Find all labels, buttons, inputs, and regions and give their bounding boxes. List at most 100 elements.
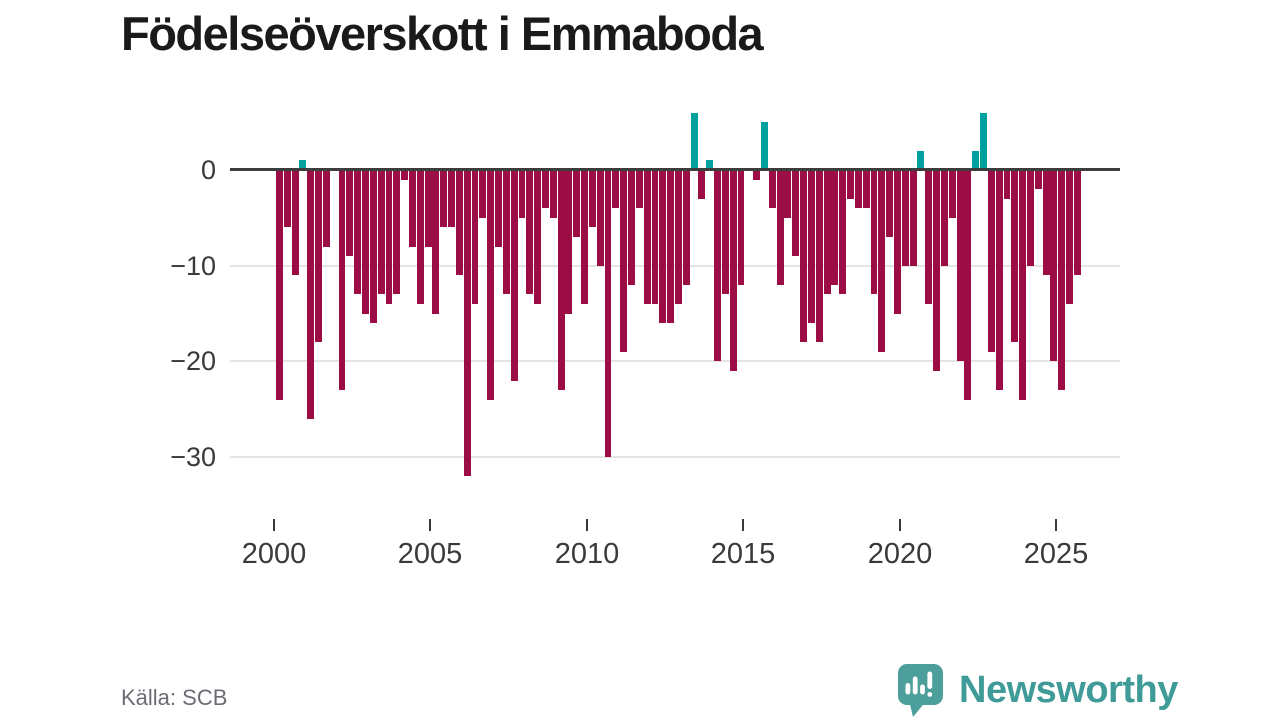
gridline [230, 360, 1120, 363]
bar [706, 160, 713, 170]
x-axis-label: 2005 [397, 538, 463, 570]
bar [1066, 170, 1073, 304]
bar [722, 170, 729, 294]
bar [362, 170, 369, 314]
bar [808, 170, 815, 323]
bar [988, 170, 995, 352]
bar [393, 170, 400, 294]
bar [1004, 170, 1010, 199]
bar [933, 170, 940, 371]
bar [957, 170, 964, 361]
bar [1011, 170, 1018, 342]
x-axis-label: 2020 [867, 538, 933, 570]
bar [1035, 170, 1042, 189]
bar [886, 170, 893, 237]
bar [1043, 170, 1050, 275]
bar [1050, 170, 1057, 361]
bar [378, 170, 385, 294]
x-axis-tick [899, 519, 901, 531]
bar [448, 170, 455, 227]
bar [511, 170, 518, 381]
bar [839, 170, 846, 294]
bar [605, 170, 611, 457]
bar [698, 170, 705, 199]
bar [581, 170, 588, 304]
chart-title: Födelseöverskott i Emmaboda [121, 7, 764, 60]
x-axis-tick [742, 519, 744, 531]
bar [683, 170, 690, 285]
bar [628, 170, 635, 285]
bar [738, 170, 744, 285]
bar [573, 170, 580, 237]
bar [425, 170, 432, 247]
bar [996, 170, 1003, 390]
bar [612, 170, 619, 208]
bar [370, 170, 377, 323]
bar [339, 170, 345, 390]
bar [409, 170, 416, 247]
bar [307, 170, 314, 419]
bar [526, 170, 533, 294]
bar [1074, 170, 1081, 275]
x-axis-label: 2000 [241, 538, 307, 570]
bar [659, 170, 666, 323]
bar [675, 170, 682, 304]
bar [769, 170, 776, 208]
x-axis-tick [273, 519, 275, 531]
bar [534, 170, 541, 304]
newsworthy-logo-text: Newsworthy [959, 668, 1178, 711]
bar [519, 170, 525, 218]
bar [417, 170, 424, 304]
bar [495, 170, 502, 247]
bar [816, 170, 823, 342]
bar [284, 170, 291, 227]
bar [487, 170, 494, 400]
bar [542, 170, 549, 208]
source-caption: Källa: SCB [121, 685, 228, 710]
bar [315, 170, 322, 342]
bar [401, 170, 408, 180]
bar [386, 170, 392, 304]
bar [479, 170, 486, 218]
bar [667, 170, 674, 323]
bar [753, 170, 760, 180]
y-axis-label: −30 [170, 442, 216, 473]
bar [550, 170, 557, 218]
bar [972, 151, 979, 170]
bar [432, 170, 439, 314]
bar [714, 170, 721, 361]
bar [691, 113, 698, 170]
x-axis-label: 2010 [554, 538, 620, 570]
bar [558, 170, 565, 390]
newsworthy-logo-icon [898, 664, 943, 717]
x-axis-label: 2015 [710, 538, 776, 570]
bar [636, 170, 643, 208]
bar [644, 170, 651, 304]
x-axis-label: 2025 [1023, 538, 1089, 570]
bar [902, 170, 909, 266]
newsworthy-logo: Newsworthy [896, 662, 1178, 718]
bar [925, 170, 932, 304]
bar [941, 170, 948, 266]
gridline [230, 456, 1120, 459]
bar [855, 170, 862, 208]
bar [878, 170, 885, 352]
y-axis-label: −20 [170, 346, 216, 377]
bar [910, 170, 917, 266]
bar [565, 170, 572, 314]
bar [917, 151, 924, 170]
bar [777, 170, 784, 285]
x-axis-tick [586, 519, 588, 531]
bar [292, 170, 299, 275]
bar [1019, 170, 1026, 400]
bar [730, 170, 737, 371]
bar [1058, 170, 1065, 390]
bar [276, 170, 283, 400]
bar [323, 170, 330, 247]
x-axis-tick [429, 519, 431, 531]
bar [346, 170, 353, 256]
bar [456, 170, 463, 275]
bar [299, 160, 306, 170]
bar [824, 170, 831, 294]
